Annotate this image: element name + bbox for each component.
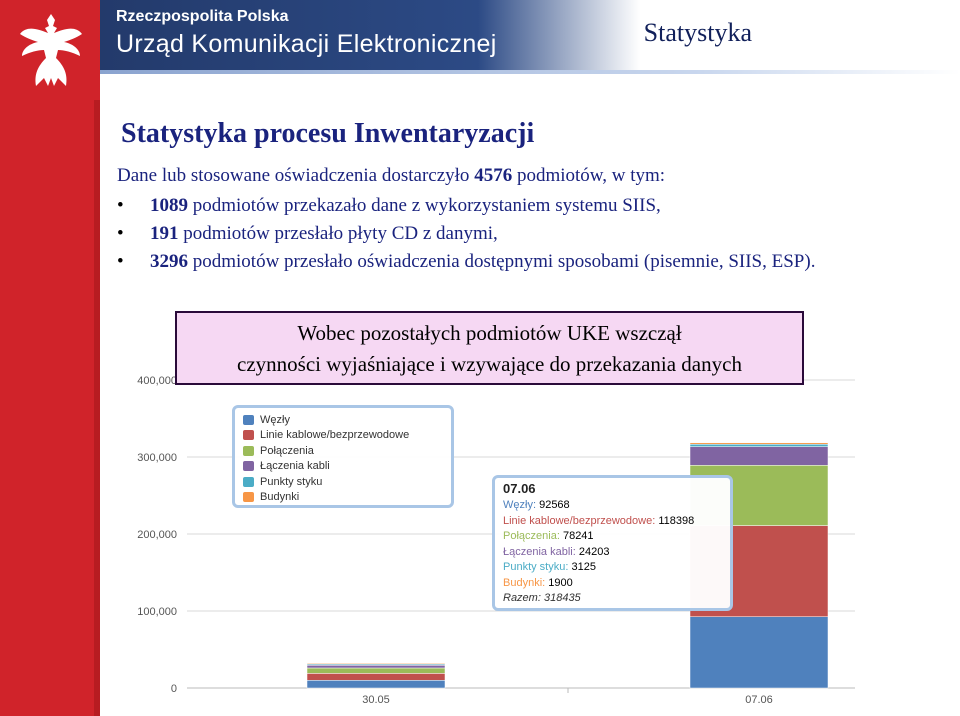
tooltip-row: Budynki: 1900 [503,576,573,589]
item-text: podmiotów przekazało dane z wykorzystani… [188,195,661,216]
legend-label: Punkty styku [260,475,323,488]
item-text: podmiotów przesłało oświadczenia dostępn… [188,251,816,272]
tooltip-label: Linie kablowe/bezprzewodowe [503,514,653,527]
tooltip-value: 118398 [658,514,695,527]
legend-item[interactable]: Węzły [243,412,443,428]
bar-segment [689,616,829,689]
legend-swatch [243,414,254,425]
legend-label: Węzły [260,413,290,426]
bar-segment [306,673,446,681]
callout-line-1: Wobec pozostałych podmiotów UKE wszczął [297,321,682,345]
tooltip-value: 1900 [548,576,573,589]
legend-swatch [243,461,254,472]
legend-item[interactable]: Połączenia [243,443,443,459]
tooltip-row: Węzły: 92568 [503,499,570,511]
y-tick-label: 100,000 [137,606,177,618]
legend-item[interactable]: Punkty styku [243,474,443,490]
tooltip-label: Węzły [503,499,533,511]
legend-label: Budynki [260,491,300,504]
tooltip-label: Łączenia kabli [503,545,573,558]
bar-segment [689,444,829,447]
header-divider [100,70,960,74]
tooltip-label: Punkty styku [503,561,566,573]
tooltip-value: 92568 [539,499,570,511]
tooltip-total-label: Razem [503,592,538,604]
bar-segment [689,446,829,466]
callout-box: Wobec pozostałych podmiotów UKE wszczął … [175,311,804,385]
page-title: Statystyka procesu Inwentaryzacji [121,118,535,149]
tooltip-label: Połączenia [503,530,557,542]
summary-list: 1089 podmiotów przekazało dane z wykorzy… [117,192,877,276]
tooltip-value: 3125 [571,561,596,573]
chart-tooltip: 07.06 Węzły: 92568 Linie kablowe/bezprze… [492,475,733,611]
tooltip-row: Połączenia: 78241 [503,530,594,542]
bar-segment [306,680,446,689]
white-eagle-icon [20,14,82,87]
legend-item[interactable]: Budynki [243,490,443,506]
legend-swatch [243,492,254,503]
tooltip-value: 78241 [562,530,594,542]
tooltip-row: Linie kablowe/bezprzewodowe: 118398 [503,514,695,527]
legend-label: Połączenia [260,444,314,457]
item-count: 1089 [150,195,188,216]
tooltip-date: 07.06 [503,481,536,496]
y-tick-label: 200,000 [137,529,177,541]
y-tick-label: 0 [171,683,177,695]
legend-swatch [243,430,254,441]
callout-line-2: czynności wyjaśniające i wzywające do pr… [237,352,742,376]
tooltip-value: 24203 [578,545,610,558]
header-dark-band [100,0,640,70]
legend-item[interactable]: Linie kablowe/bezprzewodowe [243,428,443,444]
brand-small-text: Rzeczpospolita Polska [116,8,289,25]
page-tag: Statystyka [643,18,752,47]
x-tick-label: 07.06 [745,694,773,706]
legend-item[interactable]: Łączenia kabli [243,459,443,475]
item-count: 191 [150,223,179,244]
y-tick-label: 300,000 [137,452,177,464]
intro-prefix: Dane lub stosowane oświadczenia dostarcz… [117,165,475,186]
chart-legend: Węzły Linie kablowe/bezprzewodowe Połącz… [232,405,454,508]
legend-swatch [243,476,254,487]
intro-text: Dane lub stosowane oświadczenia dostarcz… [117,165,665,187]
bar-segment [306,663,446,665]
bar-segment [689,442,829,445]
tooltip-row: Łączenia kabli: 24203 [503,545,610,558]
tooltip-total: Razem: 318435 [503,592,581,604]
tooltip-label: Budynki [503,576,543,589]
legend-label: Łączenia kabli [260,460,330,473]
brand-name: Urząd Komunikacji Elektronicznej [116,30,497,58]
legend-swatch [243,445,254,456]
list-item: 3296 podmiotów przesłało oświadczenia do… [117,248,877,276]
x-tick-label: 30.05 [362,694,390,706]
tooltip-total-value: 318435 [543,592,581,604]
emblem-box [0,0,100,100]
bar-segment [306,667,446,674]
intro-count: 4576 [474,165,513,186]
left-red-strip [0,0,100,716]
list-item: 191 podmiotów przesłało płyty CD z danym… [117,220,877,248]
tooltip-row: Punkty styku: 3125 [503,561,596,573]
item-text: podmiotów przesłało płyty CD z danymi, [178,223,498,244]
list-item: 1089 podmiotów przekazało dane z wykorzy… [117,192,877,220]
intro-suffix: podmiotów, w tym: [512,165,666,186]
legend-label: Linie kablowe/bezprzewodowe [260,429,410,442]
item-count: 3296 [150,251,188,272]
y-tick-label: 400,000 [137,375,177,387]
bar-segment [306,665,446,669]
